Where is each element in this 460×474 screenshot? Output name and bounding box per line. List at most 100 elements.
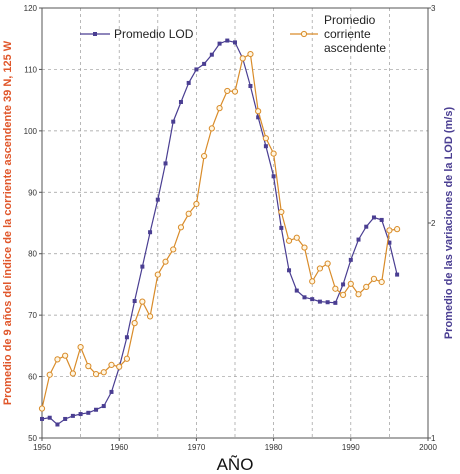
data-point-lod bbox=[109, 389, 114, 394]
x-tick-label: 2000 bbox=[419, 443, 437, 452]
x-tick-label: 1960 bbox=[110, 443, 128, 452]
data-point-lod bbox=[101, 404, 106, 409]
data-point-lod bbox=[63, 416, 68, 421]
data-point-upwelling bbox=[347, 280, 354, 287]
data-point-lod bbox=[256, 115, 261, 120]
data-point-lod bbox=[209, 52, 214, 57]
data-point-upwelling bbox=[108, 361, 115, 368]
data-point-upwelling bbox=[201, 152, 208, 160]
x-axis-ticks: 1950 1960 1970 1980 1990 2000 bbox=[33, 438, 437, 452]
data-point-lod bbox=[40, 416, 44, 421]
data-point-lod bbox=[287, 268, 292, 273]
data-point-lod bbox=[155, 197, 160, 202]
data-point-lod bbox=[194, 67, 199, 72]
left-y-tick-label: 70 bbox=[28, 311, 37, 320]
data-point-upwelling bbox=[386, 227, 393, 234]
data-point-upwelling bbox=[262, 135, 269, 142]
data-point-lod bbox=[86, 410, 91, 415]
data-point-upwelling bbox=[309, 278, 316, 285]
data-point-lod bbox=[395, 272, 400, 277]
data-point-upwelling bbox=[339, 291, 347, 298]
legend-label-upwelling: Promedio corriente ascendente bbox=[324, 13, 386, 55]
data-point-upwelling bbox=[363, 283, 370, 290]
data-point-lod bbox=[333, 300, 338, 305]
data-point-lod bbox=[94, 407, 99, 412]
data-point-upwelling bbox=[278, 208, 285, 216]
data-point-lod bbox=[202, 61, 207, 66]
data-point-upwelling bbox=[394, 226, 401, 233]
data-point-lod bbox=[341, 282, 346, 287]
data-point-lod bbox=[279, 225, 284, 230]
data-point-lod bbox=[171, 119, 176, 124]
data-point-lod bbox=[217, 41, 222, 46]
data-point-upwelling bbox=[255, 108, 262, 115]
data-point-upwelling bbox=[370, 275, 378, 282]
left-y-axis-ticks: 50 60 70 80 90 100 110 120 bbox=[24, 4, 42, 443]
data-point-lod bbox=[271, 174, 276, 179]
data-point-upwelling bbox=[193, 200, 200, 208]
data-point-lod bbox=[78, 412, 83, 417]
data-point-lod bbox=[387, 240, 392, 245]
x-tick-label: 1990 bbox=[342, 443, 360, 452]
left-y-tick-label: 120 bbox=[24, 4, 38, 13]
data-point-lod bbox=[163, 161, 168, 166]
data-point-upwelling bbox=[92, 371, 100, 378]
series-layer bbox=[38, 38, 401, 427]
data-point-upwelling bbox=[378, 278, 385, 286]
data-point-upwelling bbox=[231, 88, 239, 95]
data-point-upwelling bbox=[247, 50, 254, 58]
data-point-lod bbox=[124, 335, 129, 340]
data-point-upwelling bbox=[332, 285, 339, 292]
data-point-upwelling bbox=[46, 371, 53, 378]
data-point-lod bbox=[348, 257, 353, 262]
data-point-upwelling bbox=[131, 320, 138, 327]
data-point-lod bbox=[263, 144, 268, 149]
data-point-upwelling bbox=[38, 405, 46, 412]
x-tick-label: 1950 bbox=[33, 443, 51, 452]
left-y-tick-label: 80 bbox=[28, 250, 37, 259]
x-tick-label: 1970 bbox=[188, 443, 206, 452]
data-point-upwelling bbox=[139, 298, 146, 305]
data-point-upwelling bbox=[293, 234, 300, 241]
data-point-upwelling bbox=[355, 291, 362, 298]
data-point-upwelling bbox=[324, 260, 331, 267]
data-point-upwelling bbox=[239, 55, 246, 62]
data-point-lod bbox=[140, 264, 145, 269]
right-y-tick-label: 3 bbox=[431, 4, 436, 13]
data-point-upwelling bbox=[170, 246, 177, 253]
right-y-axis-ticks: 1 2 3 bbox=[428, 4, 436, 443]
data-point-upwelling bbox=[154, 271, 161, 278]
data-point-upwelling bbox=[224, 87, 231, 95]
data-point-upwelling bbox=[270, 150, 277, 157]
data-point-upwelling bbox=[62, 352, 69, 359]
legend-label-line: ascendente bbox=[324, 41, 386, 55]
data-point-upwelling bbox=[69, 370, 76, 377]
x-tick-label: 1980 bbox=[265, 443, 283, 452]
data-point-lod bbox=[325, 300, 330, 305]
data-point-upwelling bbox=[123, 355, 131, 362]
data-point-lod bbox=[364, 224, 369, 229]
data-point-upwelling bbox=[146, 313, 154, 320]
data-point-lod bbox=[55, 422, 60, 427]
legend: Promedio LOD Promedio corriente ascendente bbox=[80, 13, 386, 55]
data-point-upwelling bbox=[177, 224, 185, 231]
data-point-upwelling bbox=[54, 356, 61, 363]
data-point-lod bbox=[294, 288, 299, 293]
x-axis-title: AÑO bbox=[217, 455, 254, 474]
data-point-upwelling bbox=[185, 210, 192, 217]
data-point-lod bbox=[132, 299, 137, 304]
data-point-upwelling bbox=[316, 265, 324, 272]
data-point-upwelling bbox=[162, 258, 169, 265]
left-y-tick-label: 60 bbox=[28, 373, 37, 382]
data-point-upwelling bbox=[77, 343, 84, 351]
left-y-tick-label: 50 bbox=[28, 434, 37, 443]
data-point-lod bbox=[310, 297, 315, 302]
data-point-lod bbox=[317, 299, 322, 304]
left-y-axis-title: Promedio de 9 años del índice de la corr… bbox=[2, 40, 14, 405]
data-point-upwelling bbox=[100, 369, 107, 376]
data-point-lod bbox=[148, 230, 153, 235]
left-y-tick-label: 90 bbox=[28, 188, 37, 197]
data-point-upwelling bbox=[216, 105, 223, 112]
data-point-upwelling bbox=[285, 237, 293, 244]
